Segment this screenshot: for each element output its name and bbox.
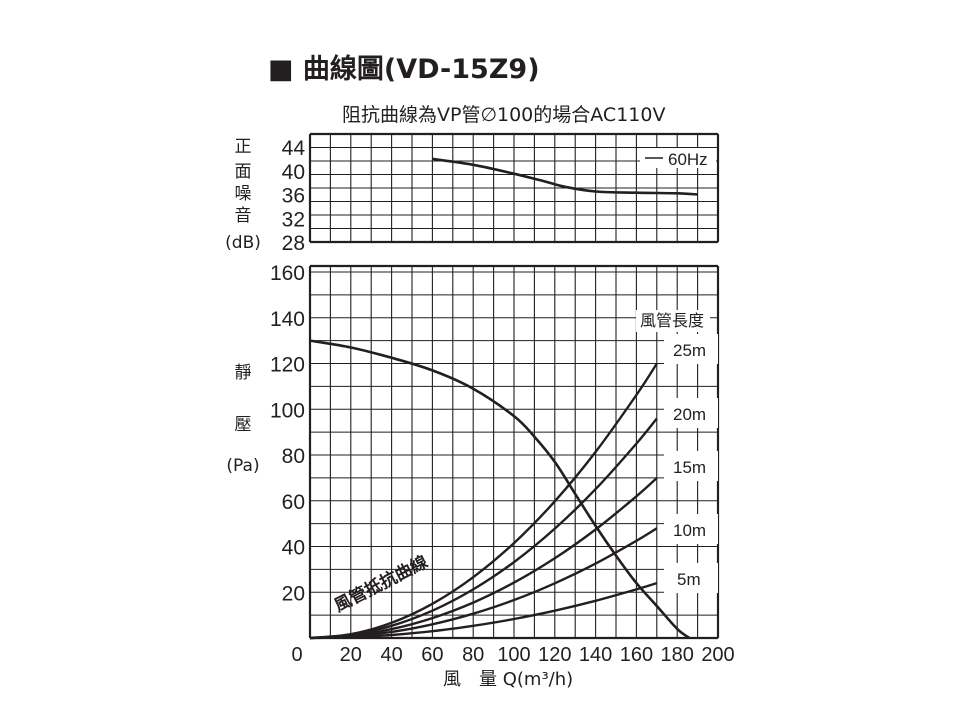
legend-label-60hz: 60Hz [668,150,708,169]
x-tick-label: 200 [701,644,734,666]
duct-label-5m: 5m [677,570,701,589]
x-tick-label: 40 [380,644,402,666]
noise-y-label-char: 噪 [235,184,252,204]
noise-y-label-char: 音 [235,206,252,226]
noise-y-label-char: 正 [235,137,252,157]
fan-pressure-curve [309,339,691,640]
duct-resistance-curve-5m [309,581,658,640]
pressure-panel-grid [308,264,720,640]
chart-subtitle: 阻抗曲線為VP管∅100的場合AC110V [342,104,665,126]
duct-length-title: 風管長度 [640,311,704,330]
pressure-x-tick-labels: 0 20 40 60 80 100 120 140 160 180 200 [291,644,734,666]
noise-y-tick-label: 40 [282,161,305,184]
pressure-y-tick-label: 140 [270,308,305,331]
legend-box [640,148,716,168]
x-tick-label: 140 [579,644,612,666]
noise-y-tick-label: 32 [282,208,305,231]
x-tick-label: 100 [497,644,530,666]
x-tick-label: 120 [538,644,571,666]
duct-resistance-curve-20m [309,417,658,640]
noise-y-tick-label: 44 [282,137,306,160]
pressure-y-label-char: 壓 [235,415,252,435]
pressure-y-label-char: (Pa) [226,456,259,476]
pressure-y-tick-label: 160 [270,262,305,285]
pressure-series-group [309,339,691,640]
noise-panel-grid [308,132,720,244]
noise-y-label-char: (dB) [225,233,261,253]
pressure-y-tick-labels: 160 140 120 100 80 60 40 20 [270,262,305,605]
pressure-y-tick-label: 20 [282,582,305,605]
x-tick-label: 160 [620,644,653,666]
x-tick-label: 80 [462,644,484,666]
x-tick-label: 20 [340,644,362,666]
duct-resistance-curve-15m [309,477,658,640]
duct-label-15m: 15m [673,458,706,477]
duct-resistance-curve-25m [309,362,658,640]
pressure-y-tick-label: 80 [282,445,305,468]
x-tick-label: 60 [421,644,443,666]
noise-series-group [432,157,698,196]
pressure-y-tick-label: 40 [282,537,305,560]
duct-label-10m: 10m [673,521,706,540]
x-tick-label: 0 [291,644,302,666]
noise-y-tick-label: 28 [282,232,305,255]
pressure-y-label-char: 靜 [235,363,252,383]
noise-y-label-char: 面 [235,162,252,182]
pressure-y-axis-label: 靜壓 (Pa) [226,363,259,476]
duct-label-25m: 25m [673,341,706,360]
pressure-y-tick-label: 100 [270,399,305,422]
chart-title: ■ 曲線圖(VD-15Z9) [268,53,540,85]
duct-resistance-curve-10m [309,527,658,640]
duct-length-label-background [636,310,718,593]
noise-legend: 60Hz [640,148,716,169]
duct-label-20m: 20m [673,405,706,424]
noise-series-line-60hz [432,157,698,196]
x-axis-label: 風 量 Q(m³/h) [443,669,573,690]
noise-y-tick-label: 36 [282,185,305,208]
duct-length-labels: 風管長度 25m 20m 15m 10m 5m [640,311,706,589]
pressure-y-tick-label: 60 [282,491,305,514]
x-tick-label: 180 [661,644,694,666]
pressure-y-tick-label: 120 [270,354,305,377]
